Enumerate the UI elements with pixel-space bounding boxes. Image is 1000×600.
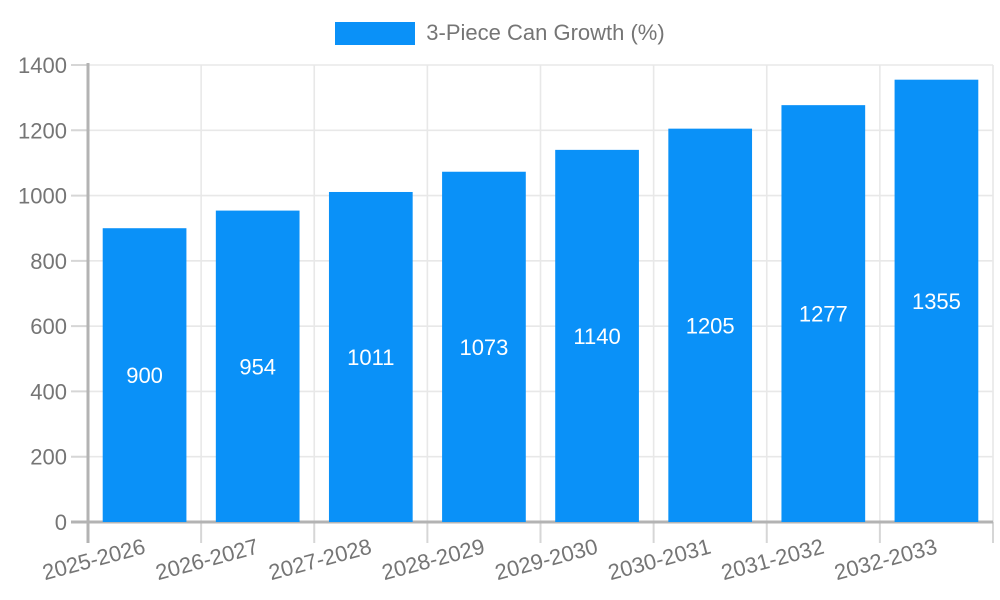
- bar-value-label: 1073: [459, 335, 508, 360]
- x-tick-label: 2031-2032: [719, 534, 827, 585]
- y-tick-label: 200: [30, 445, 67, 470]
- bar-value-label: 1355: [912, 289, 961, 314]
- bar-value-label: 1277: [799, 302, 848, 327]
- bar[interactable]: [894, 79, 979, 523]
- legend-label: 3-Piece Can Growth (%): [426, 20, 665, 45]
- bar[interactable]: [215, 210, 300, 522]
- x-tick-label: 2028-2029: [379, 534, 487, 585]
- bar[interactable]: [668, 128, 753, 522]
- bar[interactable]: [102, 228, 187, 522]
- y-tick-label: 600: [30, 314, 67, 339]
- y-tick-label: 1200: [18, 118, 67, 143]
- bar[interactable]: [555, 149, 639, 522]
- x-tick-label: 2026-2027: [153, 534, 261, 585]
- legend-swatch[interactable]: [335, 21, 416, 45]
- y-tick-label: 1000: [18, 184, 67, 209]
- x-tick-label: 2032-2033: [832, 534, 940, 585]
- y-tick-label: 0: [55, 510, 67, 535]
- bar[interactable]: [328, 191, 413, 522]
- bar-value-label: 1205: [686, 313, 735, 338]
- legend[interactable]: 3-Piece Can Growth (%): [0, 20, 1000, 46]
- x-tick-label: 2027-2028: [266, 534, 374, 585]
- bar[interactable]: [442, 171, 526, 523]
- y-tick-label: 1400: [18, 53, 67, 78]
- x-tick-label: 2030-2031: [605, 534, 713, 585]
- x-tick-label: 2025-2026: [40, 534, 148, 585]
- x-tick-label: 2029-2030: [492, 534, 600, 585]
- y-tick-label: 400: [30, 379, 67, 404]
- bar[interactable]: [781, 105, 866, 523]
- y-tick-label: 800: [30, 249, 67, 274]
- bar-value-label: 954: [239, 354, 276, 379]
- bar-value-label: 1140: [573, 324, 620, 349]
- bar-value-label: 900: [126, 363, 163, 388]
- bar-value-label: 1011: [347, 345, 394, 370]
